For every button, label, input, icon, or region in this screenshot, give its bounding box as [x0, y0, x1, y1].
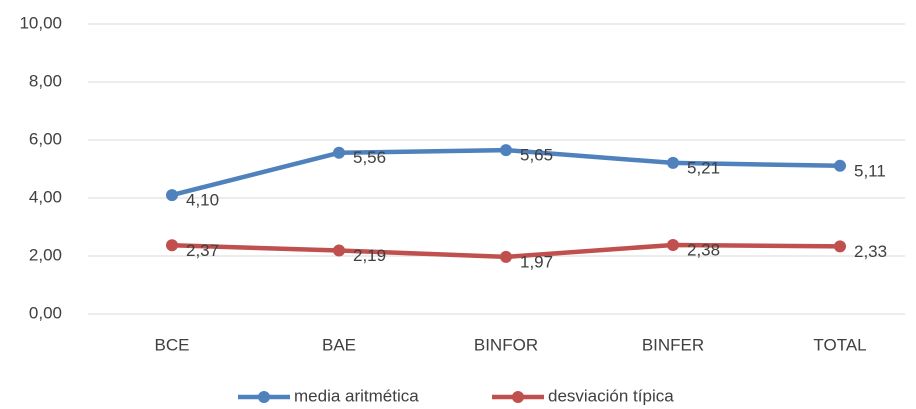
data-label: 5,11 — [854, 161, 886, 180]
x-tick-label: BCE — [155, 335, 190, 354]
x-tick-label: BINFOR — [474, 335, 538, 354]
data-label: 5,65 — [520, 146, 553, 165]
x-tick-label: BAE — [322, 335, 356, 354]
data-point — [333, 244, 345, 257]
data-point — [500, 250, 512, 263]
data-label: 2,38 — [687, 240, 720, 259]
data-label: 2,33 — [854, 242, 887, 261]
data-label: 4,10 — [186, 191, 219, 210]
data-point — [667, 238, 679, 251]
y-tick-label: 6,00 — [29, 129, 62, 148]
x-tick-label: BINFER — [642, 335, 704, 354]
data-point — [834, 159, 846, 172]
data-label: 2,37 — [186, 241, 219, 260]
y-tick-label: 4,00 — [29, 187, 62, 206]
series-line — [171, 147, 841, 198]
data-point — [834, 240, 846, 253]
data-point — [500, 144, 512, 157]
data-label: 2,19 — [353, 246, 386, 265]
y-tick-label: 8,00 — [29, 71, 62, 90]
data-point — [667, 156, 679, 169]
x-tick-label: TOTAL — [813, 335, 866, 354]
data-label: 5,56 — [353, 148, 386, 167]
y-tick-label: 10,00 — [19, 13, 62, 32]
y-tick-label: 0,00 — [29, 303, 62, 322]
legend-label: desviación típica — [548, 386, 674, 405]
data-point — [166, 189, 178, 202]
legend-marker — [512, 391, 524, 403]
data-point — [333, 146, 345, 159]
data-label: 1,97 — [520, 252, 553, 271]
legend-marker — [258, 391, 270, 403]
data-label: 5,21 — [687, 158, 720, 177]
y-tick-label: 2,00 — [29, 245, 62, 264]
legend-label: media aritmética — [294, 386, 419, 405]
data-point — [166, 239, 178, 252]
